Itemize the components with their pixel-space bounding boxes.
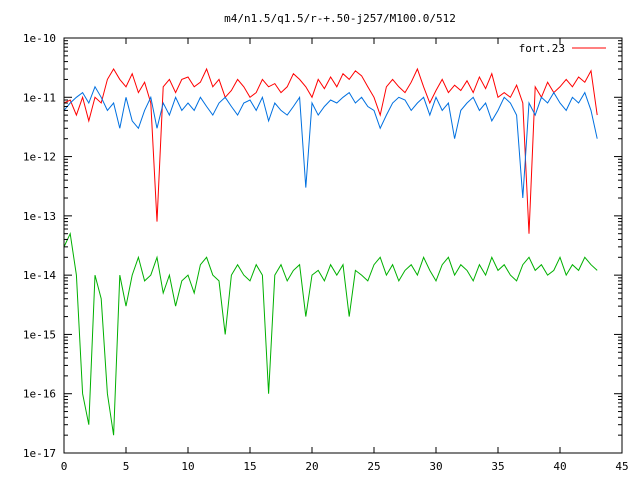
y-tick-label: 1e-14 bbox=[23, 269, 56, 282]
chart-title: m4/n1.5/q1.5/r-+.50-j257/M100.0/512 bbox=[224, 12, 456, 25]
x-tick-label: 0 bbox=[61, 460, 68, 473]
x-tick-label: 45 bbox=[615, 460, 628, 473]
legend-label: fort.23 bbox=[519, 42, 565, 55]
y-tick-label: 1e-16 bbox=[23, 388, 56, 401]
legend: fort.23 bbox=[519, 42, 606, 55]
x-tick-label: 20 bbox=[305, 460, 318, 473]
x-tick-label: 30 bbox=[429, 460, 442, 473]
series-layer bbox=[63, 67, 598, 436]
axis-layer: 0 5 10 15 20 25 30 35 40 45 1e-17 1e-16 1e-15 1e-14 1e… bbox=[23, 32, 629, 473]
y-tick-label: 1e-13 bbox=[23, 210, 56, 223]
y-tick-label: 1e-12 bbox=[23, 151, 56, 164]
x-tick-label: 35 bbox=[491, 460, 504, 473]
x-tick-label: 40 bbox=[553, 460, 566, 473]
x-tick-label: 15 bbox=[243, 460, 256, 473]
x-tick-label: 5 bbox=[123, 460, 130, 473]
plot-frame bbox=[63, 37, 623, 454]
series-line-1 bbox=[63, 85, 598, 199]
x-tick-label: 25 bbox=[367, 460, 380, 473]
y-tick-label: 1e-11 bbox=[23, 91, 56, 104]
series-line-0 bbox=[63, 67, 598, 234]
y-tick-label: 1e-17 bbox=[23, 447, 56, 460]
x-tick-label: 10 bbox=[181, 460, 194, 473]
y-tick-label: 1e-15 bbox=[23, 328, 56, 341]
y-tick-label: 1e-10 bbox=[23, 32, 56, 45]
series-line-2 bbox=[63, 231, 598, 436]
